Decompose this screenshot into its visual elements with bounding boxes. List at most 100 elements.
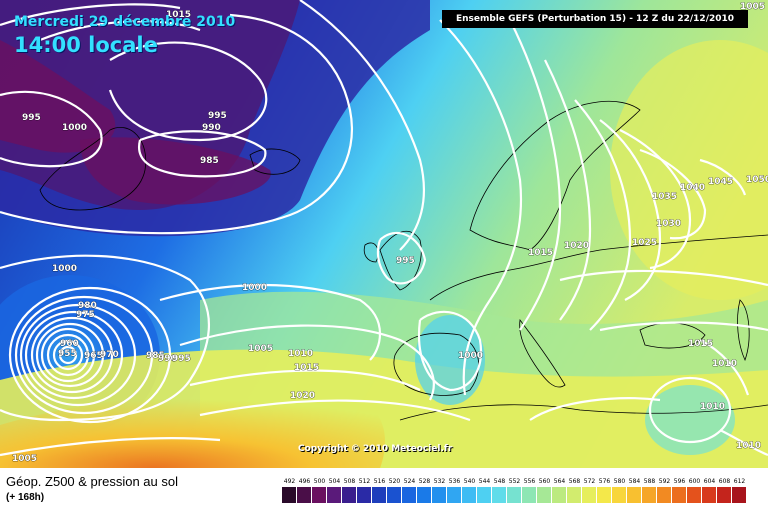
isobar-label: 1000	[62, 123, 87, 133]
scale-swatch	[672, 487, 686, 503]
scale-label: 524	[404, 478, 416, 485]
scale-swatch	[612, 487, 626, 503]
isobar-label: 1040	[680, 183, 705, 193]
isobar-label: 985	[146, 351, 165, 361]
copyright-text: Copyright © 2010 Meteociel.fr	[298, 444, 453, 454]
scale-swatch	[582, 487, 596, 503]
scale-swatch	[417, 487, 431, 503]
isobar-label: 1030	[656, 219, 681, 229]
scale-swatch	[297, 487, 311, 503]
scale-swatch	[627, 487, 641, 503]
isobar-label: 1000	[242, 283, 267, 293]
scale-swatch	[687, 487, 701, 503]
scale-label: 504	[329, 478, 341, 485]
isobar-label: 1015	[294, 363, 319, 373]
lead-time: (+ 168h)	[6, 492, 45, 503]
scale-swatch	[507, 487, 521, 503]
scale-label: 544	[479, 478, 491, 485]
forecast-time: 14:00 locale	[14, 33, 158, 57]
scale-swatch	[372, 487, 386, 503]
isobar-label: 995	[172, 354, 191, 364]
scale-swatch	[702, 487, 716, 503]
scale-swatch	[357, 487, 371, 503]
scale-swatch	[642, 487, 656, 503]
scale-swatch	[327, 487, 341, 503]
scale-swatch	[447, 487, 461, 503]
isobar-label: 1035	[652, 192, 677, 202]
scale-label: 564	[554, 478, 566, 485]
scale-label: 584	[629, 478, 641, 485]
scale-label: 556	[524, 478, 536, 485]
isobar-label: 985	[200, 156, 219, 166]
scale-swatch	[492, 487, 506, 503]
isobar-label: 1015	[166, 10, 191, 20]
scale-label: 548	[494, 478, 506, 485]
isobar-label: 1020	[290, 391, 315, 401]
isobar-label: 955	[58, 349, 77, 359]
scale-label: 496	[299, 478, 311, 485]
warm-pool	[0, 390, 385, 468]
scale-label: 492	[284, 478, 296, 485]
cold-core-deep	[0, 40, 116, 153]
scale-swatch	[312, 487, 326, 503]
product-title: Géop. Z500 & pression au sol	[6, 474, 178, 489]
scale-swatch	[477, 487, 491, 503]
isobar-labels: 1015 995 1000 995 990 985 1000 1000 995 …	[12, 2, 768, 465]
scale-swatch	[597, 487, 611, 503]
scale-label: 604	[704, 478, 716, 485]
scale-label: 560	[539, 478, 551, 485]
isobar-label: 995	[22, 113, 41, 123]
scale-label: 552	[509, 478, 521, 485]
isobars	[0, 0, 768, 455]
scale-label: 520	[389, 478, 401, 485]
isobar-label: 1000	[52, 264, 77, 274]
forecast-date: Mercredi 29 décembre 2010	[14, 14, 236, 30]
scale-label: 592	[659, 478, 671, 485]
isobar-label: 1020	[564, 241, 589, 251]
isobar-label: 1010	[736, 441, 761, 451]
forecast-map: 1015 995 1000 995 990 985 1000 1000 995 …	[0, 0, 768, 468]
scale-swatch	[522, 487, 536, 503]
isobar-label: 1015	[528, 248, 553, 258]
isobar-label: 960	[60, 339, 79, 349]
isobar-label: 975	[76, 310, 95, 320]
isobar-label: 1005	[12, 454, 37, 464]
scale-label: 500	[314, 478, 326, 485]
scale-swatch	[657, 487, 671, 503]
isobar-label: 1025	[632, 238, 657, 248]
isobar-label: 1000	[458, 351, 483, 361]
scale-label: 596	[674, 478, 686, 485]
scale-swatch	[432, 487, 446, 503]
scale-label: 576	[599, 478, 611, 485]
cold-core-2	[80, 137, 271, 205]
isobar-label: 1010	[288, 349, 313, 359]
scale-swatch	[552, 487, 566, 503]
isobar-label: 1010	[712, 359, 737, 369]
scale-swatch	[282, 487, 296, 503]
isobar-label: 980	[78, 301, 97, 311]
scale-swatch	[537, 487, 551, 503]
scale-label: 508	[344, 478, 356, 485]
scale-swatch	[567, 487, 581, 503]
scale-swatch	[402, 487, 416, 503]
isobar-label: 995	[396, 256, 415, 266]
isobar-label: 1015	[688, 339, 713, 349]
isobar-label: 1050	[746, 175, 768, 185]
isobar-label: 995	[208, 111, 227, 121]
isobar-label: 1005	[740, 2, 765, 12]
scale-label: 540	[464, 478, 476, 485]
isobar-label: 1010	[700, 402, 725, 412]
scale-label: 580	[614, 478, 626, 485]
scale-label: 536	[449, 478, 461, 485]
scale-swatch	[462, 487, 476, 503]
isobar-label: 1005	[248, 344, 273, 354]
isobar-label: 970	[100, 350, 119, 360]
scale-label: 600	[689, 478, 701, 485]
scale-label: 612	[734, 478, 746, 485]
scale-label: 572	[584, 478, 596, 485]
scale-label: 512	[359, 478, 371, 485]
model-run-label: Ensemble GEFS (Perturbation 15) - 12 Z d…	[442, 10, 748, 28]
scale-label: 528	[419, 478, 431, 485]
scale-swatch	[342, 487, 356, 503]
